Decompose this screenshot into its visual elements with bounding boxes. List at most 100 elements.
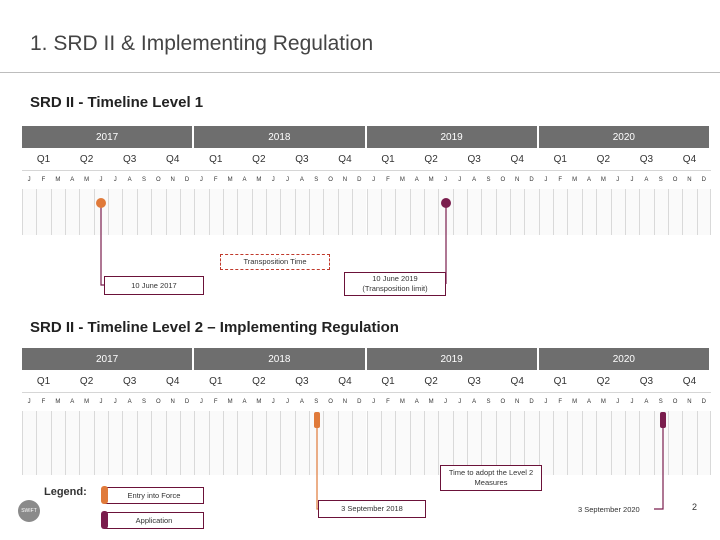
month-header: S — [486, 399, 491, 405]
month-cell — [122, 189, 137, 235]
month-cell — [538, 411, 554, 475]
month-cell — [194, 411, 209, 475]
month-header: M — [256, 177, 262, 183]
month-header: D — [184, 399, 190, 405]
month-cell — [93, 411, 109, 475]
month-header: J — [271, 177, 275, 183]
quarter-header: Q3 — [122, 375, 137, 387]
month-cell — [624, 411, 640, 475]
month-header: D — [184, 177, 190, 183]
month-header: A — [299, 177, 304, 183]
year-header: 2017 — [22, 348, 195, 370]
month-cell — [352, 189, 367, 235]
month-header: A — [70, 399, 75, 405]
month-header: N — [342, 399, 348, 405]
month-header: O — [672, 177, 678, 183]
month-header: O — [500, 177, 506, 183]
month-header: M — [600, 399, 606, 405]
month-cell — [294, 189, 310, 235]
month-header: J — [544, 399, 548, 405]
quarter-header: Q1 — [553, 153, 567, 165]
month-header: J — [616, 399, 620, 405]
month-cell — [108, 411, 123, 475]
month-cell — [179, 189, 195, 235]
month-header: J — [286, 399, 290, 405]
quarter-header: Q1 — [209, 375, 223, 387]
month-cell — [567, 189, 582, 235]
month-cell — [380, 411, 396, 475]
quarter-row: Q1 Q2 Q3 Q4 Q1 Q2 Q3 Q4 Q1 Q2 Q3 Q4 Q1 Q2 Q3 Q4 — [22, 370, 711, 393]
quarter-header: Q3 — [295, 153, 309, 165]
month-cell — [251, 189, 266, 235]
quarter-header: Q2 — [252, 375, 266, 387]
month-header: M — [428, 399, 434, 405]
month-header: S — [314, 399, 319, 405]
month-header: J — [458, 399, 462, 405]
page-title: 1. SRD II & Implementing Regulation — [30, 32, 374, 55]
month-header: J — [443, 399, 447, 405]
month-header: O — [156, 177, 161, 183]
month-header: S — [314, 177, 319, 183]
month-cell — [337, 189, 353, 235]
year-header: 2019 — [366, 348, 539, 370]
year-header: 2020 — [538, 126, 711, 148]
month-header: A — [586, 399, 591, 405]
year-row: 2017 2018 2019 2020 — [22, 126, 711, 148]
month-cell — [409, 411, 424, 475]
month-header: O — [328, 177, 333, 183]
month-cell — [323, 411, 338, 475]
month-header: A — [127, 399, 132, 405]
quarter-header: Q2 — [252, 153, 266, 165]
month-cell — [682, 189, 697, 235]
month-header: A — [414, 399, 419, 405]
month-cell — [79, 189, 94, 235]
date-start-callout: 3 September 2018 — [318, 500, 426, 518]
month-grid — [22, 411, 711, 475]
start-connector-2 — [316, 428, 318, 510]
month-cell — [452, 411, 467, 475]
entry-into-force-marker-1 — [96, 198, 106, 208]
legend-application: Application — [104, 512, 204, 529]
month-header: F — [558, 177, 563, 183]
month-cell — [352, 411, 367, 475]
quarter-header: Q1 — [381, 375, 395, 387]
month-header: A — [472, 177, 477, 183]
month-header: M — [84, 177, 90, 183]
month-cell — [136, 189, 152, 235]
month-header: F — [213, 177, 218, 183]
month-header: M — [572, 399, 578, 405]
month-header: N — [687, 177, 692, 183]
quarter-header: Q3 — [467, 375, 481, 387]
month-header: M — [399, 177, 405, 183]
title-divider — [0, 72, 720, 73]
year-header: 2019 — [366, 126, 539, 148]
month-header: J — [372, 177, 376, 183]
month-cell — [280, 411, 295, 475]
application-marker-1 — [441, 198, 451, 208]
month-cell — [22, 411, 37, 475]
month-cell — [395, 189, 410, 235]
quarter-header: Q1 — [36, 375, 51, 387]
month-header: F — [386, 177, 390, 183]
month-cell — [151, 189, 166, 235]
quarter-header: Q1 — [381, 153, 395, 165]
month-header: F — [41, 399, 46, 405]
quarter-header: Q3 — [122, 153, 137, 165]
month-header: A — [70, 177, 75, 183]
quarter-header: Q3 — [639, 153, 654, 165]
month-cell — [596, 411, 611, 475]
quarter-header: Q2 — [596, 153, 611, 165]
month-header: F — [41, 177, 46, 183]
month-header: M — [84, 399, 90, 405]
month-header: J — [27, 177, 31, 183]
month-cell — [682, 411, 697, 475]
month-cell — [280, 189, 295, 235]
start-connector — [100, 203, 104, 286]
month-cell — [538, 189, 554, 235]
quarter-header: Q4 — [338, 153, 352, 165]
end-connector-2 — [654, 428, 664, 510]
month-header: D — [701, 399, 706, 405]
month-cell — [452, 189, 467, 235]
